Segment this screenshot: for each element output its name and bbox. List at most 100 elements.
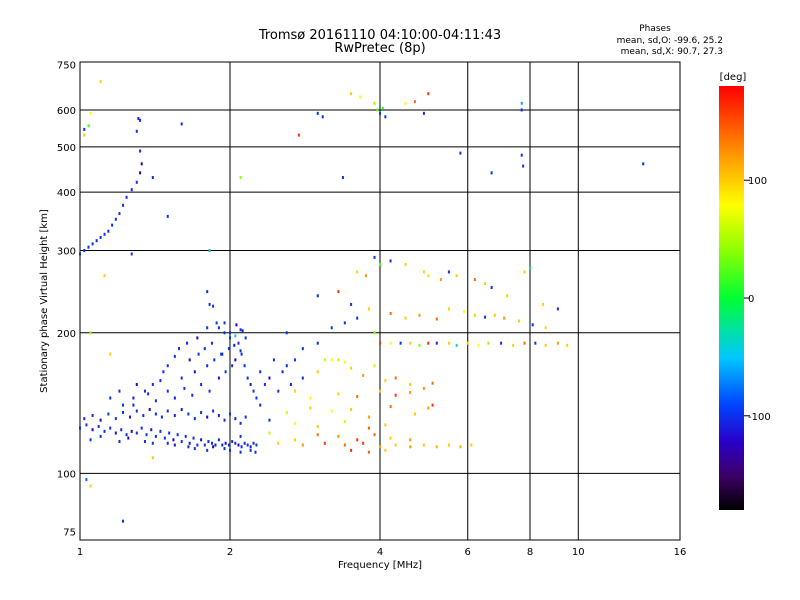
echo-point — [234, 417, 237, 421]
echo-point — [163, 436, 166, 440]
echo-point — [381, 106, 384, 110]
echo-point — [118, 440, 121, 444]
echo-point — [83, 249, 86, 253]
echo-point — [139, 149, 142, 153]
echo-point — [237, 341, 240, 345]
stats-o-mode: mean, sd,O: -99.6, 25.2 — [617, 36, 723, 46]
echo-point — [413, 100, 416, 104]
echo-point — [350, 408, 353, 412]
echo-point — [301, 347, 304, 351]
echo-point — [206, 448, 209, 452]
echo-point — [200, 410, 203, 414]
echo-point — [389, 311, 392, 315]
echo-point — [166, 214, 169, 218]
echo-point — [227, 347, 230, 351]
echo-point — [522, 164, 525, 168]
echo-point — [193, 417, 196, 421]
echo-point — [422, 386, 425, 390]
x-tick-label: 10 — [572, 547, 585, 558]
echo-point — [160, 415, 163, 419]
echo-point — [87, 124, 90, 128]
colorbar-tick-label: 0 — [748, 294, 754, 305]
echo-point — [255, 443, 258, 447]
y-axis-label: Stationary phase Virtual Height [km] — [39, 209, 50, 393]
y-tick-label: 750 — [57, 61, 76, 72]
echo-point — [188, 441, 191, 445]
echo-point — [409, 382, 412, 386]
echo-point — [389, 341, 392, 345]
echo-point — [229, 331, 231, 335]
echo-point — [427, 406, 430, 410]
echo-point — [193, 447, 196, 451]
echo-point — [418, 343, 421, 347]
echo-point — [109, 426, 112, 430]
echo-point — [173, 396, 176, 400]
echo-point — [473, 278, 476, 282]
echo-point — [118, 212, 121, 216]
echo-point — [224, 441, 227, 445]
x-tick-label: 1 — [77, 547, 83, 558]
echo-point — [130, 429, 133, 433]
echo-point — [109, 396, 112, 400]
echo-point — [350, 448, 353, 452]
echo-point — [244, 336, 247, 340]
echo-point — [196, 336, 199, 340]
echo-point — [542, 302, 545, 306]
echo-point — [506, 294, 509, 298]
echo-point — [447, 341, 450, 345]
echo-point — [154, 434, 157, 438]
echo-point — [435, 445, 438, 449]
echo-point — [373, 101, 376, 105]
echo-point — [384, 423, 387, 427]
echo-point — [316, 433, 319, 437]
echo-point — [148, 408, 151, 412]
echo-point — [373, 255, 376, 259]
echo-point — [173, 414, 176, 418]
echo-point — [362, 441, 365, 445]
echo-point — [196, 443, 199, 447]
echo-point — [217, 438, 220, 442]
echo-point — [207, 440, 210, 444]
echo-point — [272, 358, 275, 362]
echo-point — [130, 188, 133, 192]
echo-point — [544, 326, 547, 330]
echo-point — [268, 431, 271, 435]
echo-point — [130, 252, 133, 256]
echo-point — [254, 450, 257, 454]
chart-title: Tromsø 20161110 04:10:00-04:11:43 — [258, 28, 501, 43]
echo-point — [200, 382, 203, 386]
echo-point — [520, 153, 523, 157]
echo-point — [285, 410, 288, 414]
echo-point — [367, 415, 370, 419]
stats-x-mode: mean, sd,X: 90.7, 27.3 — [621, 47, 723, 57]
echo-point — [217, 414, 220, 418]
echo-point — [343, 321, 346, 325]
echo-point — [177, 347, 180, 351]
x-axis-label: Frequency [MHz] — [338, 560, 422, 571]
echo-point — [239, 328, 242, 332]
echo-point — [79, 426, 81, 430]
echo-point — [470, 443, 473, 447]
echo-point — [192, 436, 195, 440]
echo-point — [490, 286, 493, 290]
echo-point — [135, 382, 138, 386]
echo-point — [523, 341, 526, 345]
echo-point — [268, 376, 271, 380]
echo-point — [379, 341, 381, 345]
echo-point — [99, 418, 102, 422]
echo-point — [237, 443, 240, 447]
echo-point — [135, 409, 138, 413]
x-tick-label: 16 — [674, 547, 687, 558]
echo-point — [367, 426, 370, 430]
echo-point — [151, 382, 154, 386]
echo-point — [168, 431, 171, 435]
echo-point — [356, 270, 359, 274]
x-tick-label: 8 — [527, 547, 533, 558]
echo-point — [350, 366, 353, 370]
echo-point — [243, 441, 246, 445]
echo-point — [249, 382, 252, 386]
echo-point — [239, 176, 242, 180]
echo-point — [89, 331, 92, 335]
x-tick-label: 6 — [465, 547, 471, 558]
echo-point — [87, 245, 90, 249]
